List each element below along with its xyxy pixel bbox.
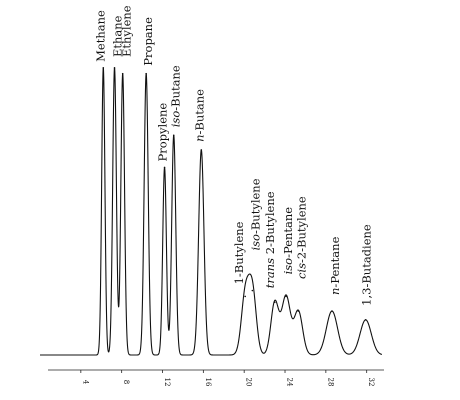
peak-apex-12: [331, 310, 333, 312]
peak-apex-1: [113, 67, 116, 69]
peak-apex-8: [251, 289, 254, 292]
peak-label-9: trans 2-Butylene: [263, 191, 277, 288]
x-tick-label: 4: [81, 380, 89, 385]
peak-apex-6: [200, 149, 203, 151]
peak-apex-2: [121, 72, 124, 75]
peak-label-0: Methane: [93, 10, 107, 62]
peak-apex-0: [102, 67, 105, 69]
peak-label-italic: iso-: [169, 107, 183, 128]
peak-label-7: 1-Butylene: [232, 221, 246, 284]
peak-label-text: Butane: [192, 89, 206, 131]
peak-label-text: 1,3-Butadiene: [360, 224, 374, 306]
peak-apex-10: [285, 295, 287, 298]
peak-label-12: n-Pentane: [328, 236, 342, 295]
peak-label-text: Ethylene: [120, 5, 134, 57]
x-tick-label: 16: [204, 378, 212, 387]
x-tick-label: 28: [326, 378, 334, 387]
peak-label-3: Propane: [141, 17, 155, 66]
peak-label-6: n-Butane: [192, 89, 206, 142]
peak-label-2: Ethylene: [120, 5, 134, 57]
peak-label-text: 2-Butylene: [294, 196, 308, 259]
peak-label-text: Methane: [93, 10, 107, 62]
x-tick-label: 20: [245, 378, 253, 387]
peak-label-italic: cis-: [294, 259, 308, 279]
x-tick-label: 32: [367, 378, 375, 387]
x-tick-label: 8: [122, 380, 130, 384]
peak-apex-5: [172, 134, 175, 137]
peak-label-text: 2-Butylene: [263, 191, 277, 258]
peak-label-text: Butylene: [248, 178, 262, 230]
peak-label-1: Ethane: [111, 15, 125, 57]
peak-label-italic: n-: [192, 130, 206, 141]
x-tick-label: 12: [163, 378, 171, 387]
peak-label-text: 1-Butylene: [232, 221, 246, 284]
peak-label-italic: iso-: [248, 230, 262, 251]
axis-layer: 4 8 12 16 20 24 28 32: [48, 369, 384, 387]
peak-label-text: Pentane: [281, 207, 295, 254]
peak-label-text: Propane: [141, 17, 155, 66]
peak-label-text: Pentane: [328, 236, 342, 283]
peak-apex-9: [274, 301, 276, 304]
chromatogram-trace: [39, 67, 383, 356]
peak-label-italic: trans: [263, 258, 277, 288]
peak-label-italic: n-: [328, 284, 342, 295]
peak-label-5: iso-Butane: [169, 65, 183, 127]
peak-apex-3: [145, 72, 147, 75]
peak-label-8: iso-Butylene: [248, 178, 262, 250]
peak-label-4: Propylene: [156, 103, 170, 162]
peak-label-text: Propylene: [156, 103, 170, 162]
peak-label-13: 1,3-Butadiene: [360, 224, 374, 306]
peak-label-11: cis-2-Butylene: [294, 196, 308, 279]
peak-label-italic: iso-: [281, 254, 295, 275]
peak-apex-7: [244, 295, 246, 298]
peak-apex-4: [163, 166, 166, 169]
peak-label-10: iso-Pentane: [281, 207, 295, 275]
peak-apex-13: [364, 319, 367, 321]
x-tick-label: 24: [286, 378, 294, 387]
trace-layer: [39, 67, 383, 356]
peak-label-text: Ethane: [111, 15, 125, 57]
peak-apex-11: [297, 310, 300, 312]
peak-label-text: Butane: [169, 65, 183, 107]
